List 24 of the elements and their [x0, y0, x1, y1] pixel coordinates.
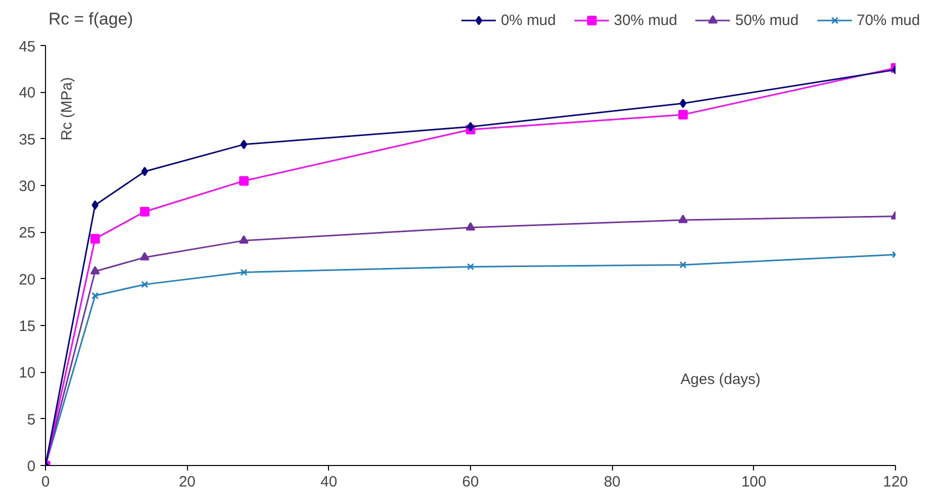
x-tick-label: 80 — [604, 474, 621, 490]
y-tick-label: 35 — [18, 131, 36, 148]
legend-label: 30% mud — [614, 12, 678, 28]
y-tick-label: 15 — [18, 318, 36, 335]
x-tick-label: 120 — [882, 474, 908, 490]
y-tick-label: 0 — [27, 458, 36, 475]
x-tick-label: 100 — [741, 474, 766, 490]
x-axis-title: Ages (days) — [680, 370, 761, 388]
y-axis-title: Rc (MPa) — [58, 77, 76, 140]
legend-label: 50% mud — [735, 12, 799, 28]
x-tick-label: 0 — [41, 474, 50, 490]
y-tick-label: 20 — [18, 271, 36, 288]
legend-label: 70% mud — [856, 12, 920, 28]
legend-label: 0% mud — [500, 12, 556, 28]
x-tick-label: 60 — [462, 474, 479, 490]
y-tick-label: 5 — [27, 411, 36, 428]
y-tick-label: 10 — [18, 364, 36, 382]
x-tick-label: 20 — [178, 474, 196, 490]
y-tick-label: 45 — [18, 38, 36, 56]
chart-title: Rc = f(age) — [48, 10, 134, 28]
y-tick-label: 40 — [18, 84, 36, 102]
x-tick-label: 40 — [320, 474, 338, 490]
y-tick-label: 25 — [18, 224, 36, 242]
y-tick-label: 30 — [18, 178, 36, 195]
